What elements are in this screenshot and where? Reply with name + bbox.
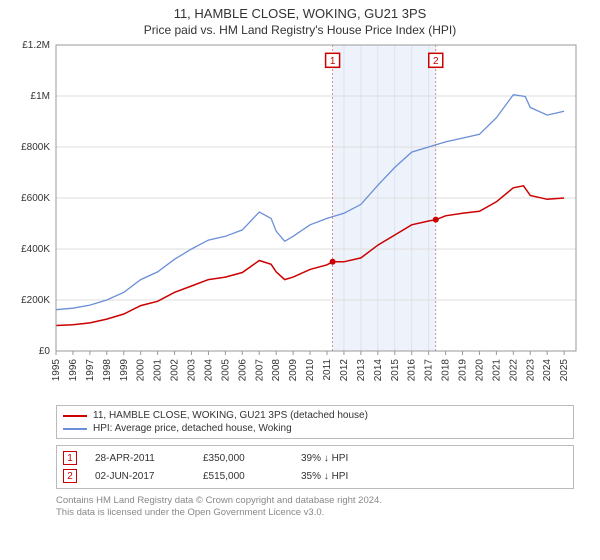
y-tick-label: £200K — [21, 295, 50, 306]
y-tick-label: £400K — [21, 244, 50, 255]
sale-row: 1 28-APR-2011 £350,000 39% ↓ HPI — [63, 449, 567, 467]
y-tick-label: £1.2M — [22, 41, 50, 51]
chart-svg: £0 £200K £400K £600K £800K £1M £1.2M 1 2 1995 1996… — [0, 41, 600, 401]
sale-date: 02-JUN-2017 — [95, 471, 185, 482]
sale-point-1 — [330, 259, 336, 265]
legend-swatch — [63, 428, 87, 430]
sale-index-box: 1 — [63, 451, 77, 465]
footer-attribution: Contains HM Land Registry data © Crown c… — [56, 495, 574, 520]
x-tick-label: 2004 — [203, 359, 214, 382]
sale-marker-label-2: 2 — [433, 56, 439, 67]
x-tick-label: 2024 — [542, 359, 553, 382]
x-tick-label: 2007 — [254, 359, 265, 382]
sale-vs-hpi: 39% ↓ HPI — [301, 453, 348, 464]
x-tick-label: 1997 — [85, 359, 96, 382]
x-tick-label: 2001 — [153, 359, 164, 382]
page-subtitle: Price paid vs. HM Land Registry's House … — [0, 23, 600, 37]
sale-index-box: 2 — [63, 469, 77, 483]
x-tick-label: 2016 — [407, 359, 418, 382]
x-tick-label: 2006 — [237, 359, 248, 382]
x-tick-label: 2022 — [508, 359, 519, 382]
price-chart: £0 £200K £400K £600K £800K £1M £1.2M 1 2 1995 1996… — [0, 41, 600, 401]
legend-row: HPI: Average price, detached house, Woki… — [63, 422, 567, 435]
sale-row: 2 02-JUN-2017 £515,000 35% ↓ HPI — [63, 467, 567, 485]
x-tick-label: 1995 — [51, 359, 62, 382]
page-title: 11, HAMBLE CLOSE, WOKING, GU21 3PS — [0, 6, 600, 21]
footer-line-2: This data is licensed under the Open Gov… — [56, 507, 574, 519]
x-tick-label: 2015 — [390, 359, 401, 382]
x-tick-label: 2000 — [136, 359, 147, 382]
legend-label: 11, HAMBLE CLOSE, WOKING, GU21 3PS (deta… — [93, 410, 368, 421]
sale-marker-label-1: 1 — [330, 56, 336, 67]
x-tick-label: 2012 — [339, 359, 350, 382]
x-tick-label: 2021 — [491, 359, 502, 382]
x-tick-label: 2019 — [458, 359, 469, 382]
y-tick-label: £600K — [21, 193, 50, 204]
x-tick-label: 2010 — [305, 359, 316, 382]
x-tick-label: 2025 — [559, 359, 570, 382]
x-tick-label: 2023 — [525, 359, 536, 382]
legend-row: 11, HAMBLE CLOSE, WOKING, GU21 3PS (deta… — [63, 409, 567, 422]
y-tick-label: £800K — [21, 142, 50, 153]
x-tick-label: 2011 — [322, 359, 333, 381]
y-tick-label: £0 — [39, 346, 51, 357]
x-tick-label: 2002 — [170, 359, 181, 382]
sale-vs-hpi: 35% ↓ HPI — [301, 471, 348, 482]
sale-date: 28-APR-2011 — [95, 453, 185, 464]
y-tick-label: £1M — [31, 91, 50, 102]
x-tick-label: 2020 — [474, 359, 485, 382]
x-tick-label: 2014 — [373, 359, 384, 382]
series-property — [56, 186, 564, 326]
x-tick-label: 1999 — [119, 359, 130, 382]
x-tick-label: 2018 — [441, 359, 452, 382]
x-tick-label: 2008 — [271, 359, 282, 382]
x-tick-label: 2017 — [424, 359, 435, 382]
x-tick-label: 2013 — [356, 359, 367, 382]
legend-label: HPI: Average price, detached house, Woki… — [93, 423, 292, 434]
sales-table: 1 28-APR-2011 £350,000 39% ↓ HPI 2 02-JUN-201… — [56, 445, 574, 489]
footer-line-1: Contains HM Land Registry data © Crown c… — [56, 495, 574, 507]
sale-price: £350,000 — [203, 453, 283, 464]
x-tick-label: 1998 — [102, 359, 113, 382]
x-tick-label: 2005 — [220, 359, 231, 382]
x-tick-label: 1996 — [68, 359, 79, 382]
x-tick-label: 2009 — [288, 359, 299, 382]
x-tick-label: 2003 — [187, 359, 198, 382]
series-hpi — [56, 95, 564, 310]
sale-point-2 — [433, 217, 439, 223]
legend-swatch — [63, 415, 87, 417]
legend-box: 11, HAMBLE CLOSE, WOKING, GU21 3PS (deta… — [56, 405, 574, 439]
sale-price: £515,000 — [203, 471, 283, 482]
